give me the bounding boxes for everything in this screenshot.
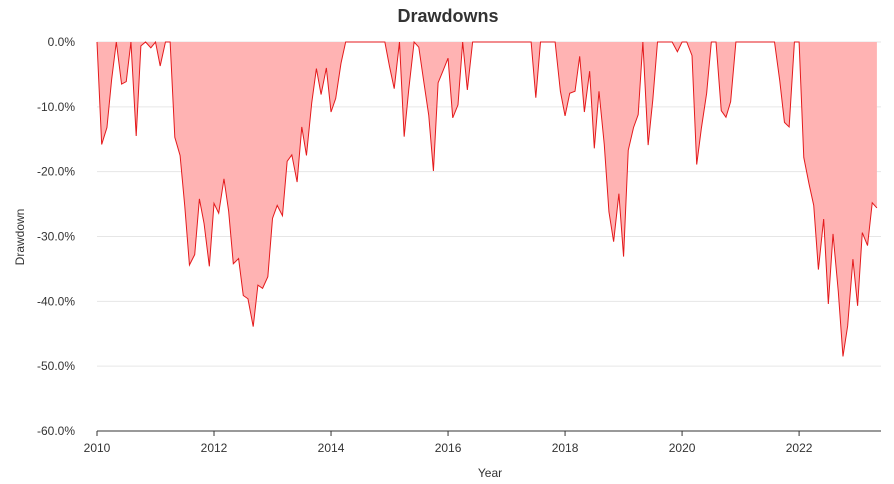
chart-title: Drawdowns bbox=[397, 6, 498, 26]
y-axis-ticks: 0.0% -10.0% -20.0% -30.0% -40.0% -50.0% -60.0% bbox=[37, 35, 75, 438]
y-tick-label: -40.0% bbox=[37, 294, 75, 308]
x-axis-title: Year bbox=[478, 466, 502, 480]
x-tick-label: 2016 bbox=[435, 441, 462, 455]
y-tick-label: -60.0% bbox=[37, 424, 75, 438]
y-axis-title: Drawdown bbox=[13, 209, 27, 266]
x-tick-label: 2020 bbox=[669, 441, 696, 455]
x-tick-label: 2022 bbox=[786, 441, 813, 455]
y-tick-label: -30.0% bbox=[37, 230, 75, 244]
x-tick-label: 2018 bbox=[552, 441, 579, 455]
x-axis-ticks: 2010 2012 2014 2016 2018 2020 2022 bbox=[84, 431, 813, 455]
drawdown-line bbox=[96, 40, 878, 357]
y-tick-label: 0.0% bbox=[48, 35, 76, 49]
x-tick-label: 2012 bbox=[201, 441, 228, 455]
y-tick-label: -50.0% bbox=[37, 359, 75, 373]
x-tick-label: 2010 bbox=[84, 441, 111, 455]
x-tick-label: 2014 bbox=[318, 441, 345, 455]
y-tick-label: -20.0% bbox=[37, 165, 75, 179]
drawdown-area bbox=[97, 42, 877, 357]
y-tick-label: -10.0% bbox=[37, 100, 75, 114]
